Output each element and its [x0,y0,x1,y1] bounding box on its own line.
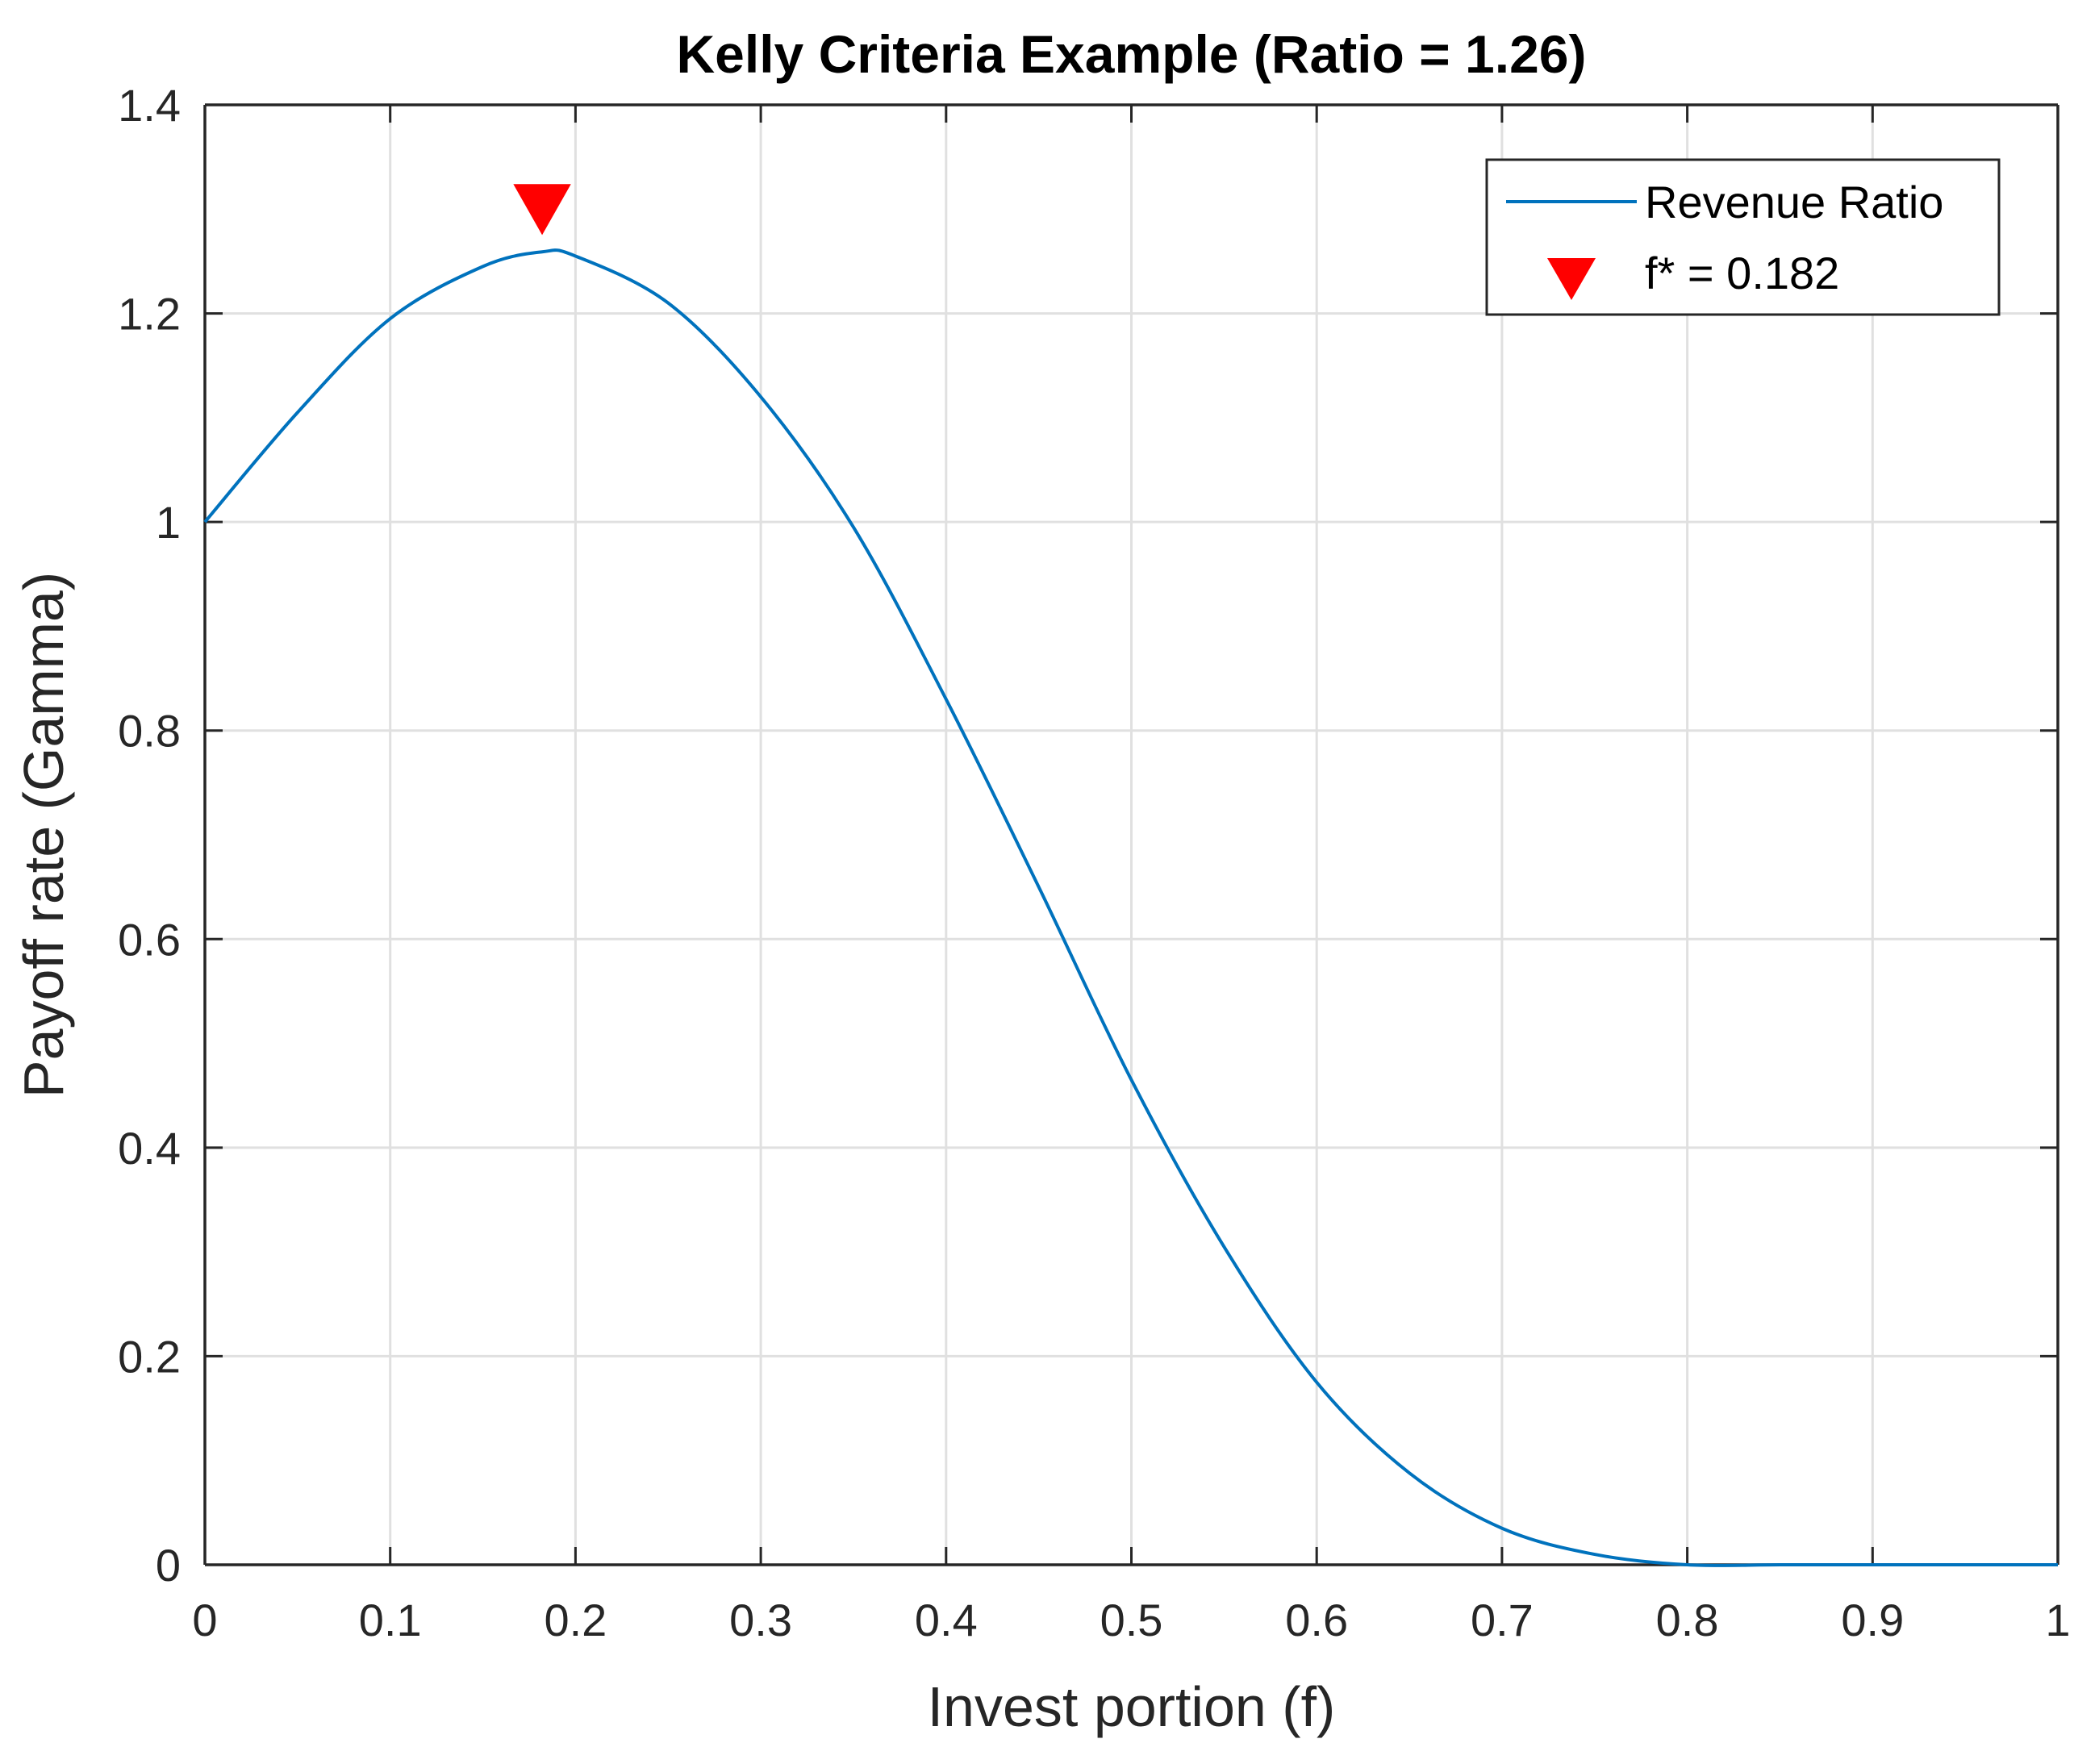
x-tick-label: 0.9 [1841,1595,1904,1645]
x-tick-label: 0 [192,1595,217,1645]
x-tick-label: 0.7 [1471,1595,1534,1645]
f-star-marker [513,184,571,236]
y-axis-label: Payoff rate (Gamma) [12,572,75,1098]
legend-entry-f-star: f* = 0.182 [1645,248,1839,298]
x-tick-label: 0.1 [359,1595,422,1645]
x-tick-label: 0.2 [544,1595,607,1645]
x-tick-label: 0.5 [1100,1595,1163,1645]
chart-title: Kelly Criteria Example (Ratio = 1.26) [677,24,1587,84]
y-tick-label: 0.2 [118,1331,181,1382]
x-axis-label: Invest portion (f) [928,1675,1336,1738]
y-tick-label: 1.2 [118,289,181,340]
y-tick-label: 0.4 [118,1123,181,1174]
series-line-revenue-ratio [203,248,2058,1567]
tick-labels: 0 0.1 0.2 0.3 0.4 0.5 0.6 0.7 0.8 0.9 1 0 0.2 0.4 0.6 0… [118,80,2070,1645]
x-tick-label: 0.4 [915,1595,978,1645]
marker-layer [513,184,571,236]
y-tick-label: 0.6 [118,914,181,965]
x-tick-label: 0.8 [1656,1595,1719,1645]
y-tick-label: 0 [156,1540,181,1591]
series-layer [203,248,2058,1567]
y-tick-label: 0.8 [118,706,181,757]
legend-marker-swatch [1547,258,1596,300]
x-tick-label: 0.6 [1285,1595,1348,1645]
x-tick-label: 0.3 [729,1595,792,1645]
y-tick-label: 1 [156,497,181,548]
legend: Revenue Ratio f* = 0.182 [1485,158,2001,316]
y-tick-label: 1.4 [118,80,181,131]
legend-entry-revenue-ratio: Revenue Ratio [1645,177,1943,227]
x-tick-label: 1 [2045,1595,2070,1645]
